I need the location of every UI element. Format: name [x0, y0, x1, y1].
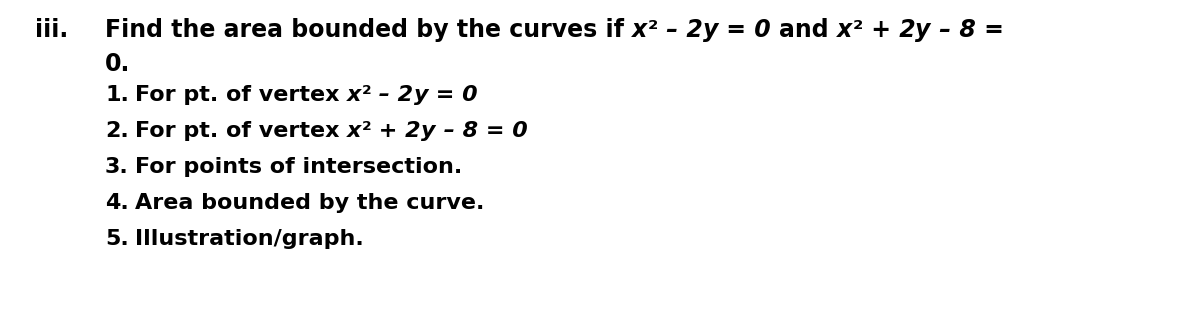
Text: x: x [632, 18, 648, 42]
Text: 5.: 5. [106, 229, 128, 249]
Text: y: y [421, 121, 436, 141]
Text: For pt. of vertex: For pt. of vertex [134, 121, 347, 141]
Text: For points of intersection.: For points of intersection. [134, 157, 462, 177]
Text: = 0: = 0 [428, 85, 478, 105]
Text: and: and [779, 18, 838, 42]
Text: 3.: 3. [106, 157, 128, 177]
Text: ²: ² [852, 18, 863, 42]
Text: For pt. of vertex: For pt. of vertex [134, 85, 347, 105]
Text: iii.: iii. [35, 18, 68, 42]
Text: – 2: – 2 [371, 85, 414, 105]
Text: ²: ² [361, 85, 371, 105]
Text: + 2: + 2 [371, 121, 421, 141]
Text: – 8 = 0: – 8 = 0 [436, 121, 527, 141]
Text: x: x [347, 121, 361, 141]
Text: Find the area bounded by the curves if: Find the area bounded by the curves if [106, 18, 632, 42]
Text: Illustration/graph.: Illustration/graph. [134, 229, 364, 249]
Text: x: x [347, 85, 361, 105]
Text: x: x [838, 18, 852, 42]
Text: 2.: 2. [106, 121, 128, 141]
Text: – 2: – 2 [658, 18, 703, 42]
Text: + 2: + 2 [863, 18, 916, 42]
Text: ²: ² [648, 18, 658, 42]
Text: ²: ² [361, 121, 371, 141]
Text: y: y [703, 18, 718, 42]
Text: = 0: = 0 [718, 18, 779, 42]
Text: 1.: 1. [106, 85, 128, 105]
Text: – 8 =: – 8 = [931, 18, 1003, 42]
Text: y: y [414, 85, 428, 105]
Text: Area bounded by the curve.: Area bounded by the curve. [134, 193, 485, 213]
Text: y: y [916, 18, 931, 42]
Text: 4.: 4. [106, 193, 128, 213]
Text: 0.: 0. [106, 52, 131, 76]
